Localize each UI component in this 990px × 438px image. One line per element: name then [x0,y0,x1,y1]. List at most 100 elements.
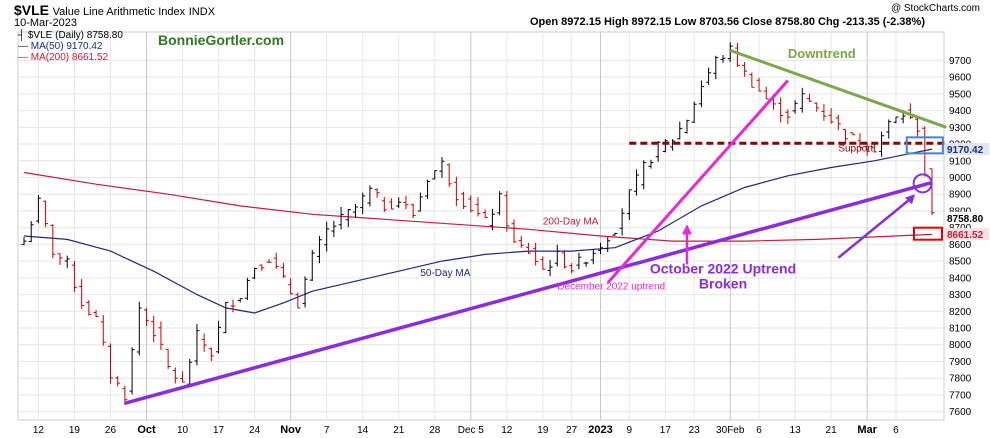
price-bar [79,279,85,309]
price-bar [929,168,935,216]
x-tick-label: 7 [324,425,330,436]
price-bar [360,192,366,215]
price-bar [100,315,106,346]
legend-price-label: $VLE (Daily) 8758.80 [27,30,123,41]
price-bar [634,169,640,196]
grid-lines [17,31,945,421]
price-bar [843,129,849,145]
x-tick-label: 23 [689,425,701,436]
price-bar [432,170,438,180]
price-bar [533,242,539,266]
dec-arrow-head [681,224,692,235]
price-bar [324,221,330,252]
price-bar [28,221,34,243]
x-tick-label: 12 [501,425,513,436]
price-bar [151,315,157,343]
price-bar [345,209,351,228]
price-bars [21,42,935,405]
y-tick-label: 8400 [949,273,972,284]
price-bar [482,209,488,219]
x-tick-label: 9 [627,425,633,436]
y-tick-label: 8000 [949,340,972,351]
x-tick-label: 17 [660,425,672,436]
price-bar [670,139,676,151]
y-tick-label: 9500 [949,89,972,100]
price-bar [425,179,431,200]
price-bar [698,80,704,108]
chart-symbol-title: $VLE Value Line Arithmetic Index INDX [14,2,215,18]
price-bar [244,277,250,300]
price-bar [381,196,387,213]
price-bar [367,185,373,207]
price-bar [569,263,575,274]
legend-ma200-label: MA(200) 8661.52 [30,52,109,63]
y-tick-label: 7900 [949,357,972,368]
price-bar [288,278,294,295]
price-bar [598,242,604,255]
y-tick-label: 8900 [949,190,972,201]
price-bar [439,157,445,178]
x-tick-label: 14 [357,425,369,436]
watermark: BonnieGortler.com [158,32,285,48]
price-bar [71,260,77,293]
oct-arrow-head [904,194,915,205]
legend-price: ┤ $VLE (Daily) 8758.80 [18,30,123,41]
price-bar [331,220,337,237]
price-bar [886,119,892,139]
dec-uptrend-label: December 2022 uptrend [557,282,665,293]
symbol: $VLE [14,2,50,18]
x-tick-label: 26 [105,425,117,436]
oct-arrow-shaft [837,194,915,259]
price-bar [410,203,416,219]
price-bar [561,250,567,269]
line-icon: — [18,52,28,63]
price-bar [129,347,135,395]
y-tick-label: 8500 [949,257,972,268]
oct-uptrend-label-2: Broken [699,276,747,292]
y-tick-label: 7700 [949,390,972,401]
x-tick-label: Nov [280,424,302,436]
price-bar [806,93,812,102]
downtrend-label: Downtrend [788,46,856,61]
price-bar [677,121,683,140]
x-tick-label: 24 [249,425,261,436]
price-bar [172,367,178,384]
price-bar [144,308,150,326]
price-bar [230,299,236,313]
annotations: Downtrend Support 200-Day MA 50-Day MA Decem… [420,46,944,293]
x-tick-label: 19 [69,425,81,436]
x-tick-label: 17 [213,425,225,436]
price-bar [626,189,632,221]
price-bar [799,87,805,113]
support-label: Support [838,144,873,155]
price-bar [389,198,395,210]
y-tick-label: 7800 [949,374,972,385]
price-bar [915,116,921,138]
december-uptrend-line [606,79,789,284]
price-bar [576,252,582,270]
price-bar [266,259,272,263]
price-bar [136,301,142,356]
legend-ma50: — MA(50) 9170.42 [18,41,103,52]
price-bar [828,108,834,124]
price-bar [461,191,467,210]
price-bar [453,176,459,207]
price-bar [684,119,690,134]
break-circle [912,173,933,194]
price-bar [64,255,70,269]
price-bar [511,219,517,243]
price-bar [273,252,279,270]
x-tick-label: Oct [137,424,156,436]
price-bar [907,103,913,120]
line-icon: — [18,41,28,52]
price-bar [749,72,755,88]
close-price-tag-bg [945,211,989,224]
price-bar [208,347,214,362]
price-bar [554,244,560,267]
ma50-path [23,148,933,314]
price-bar [792,100,798,114]
price-bar [922,126,928,177]
plot-frame [17,31,945,421]
ma50-highlight-box [905,136,944,155]
y-tick-label: 9400 [949,106,972,117]
